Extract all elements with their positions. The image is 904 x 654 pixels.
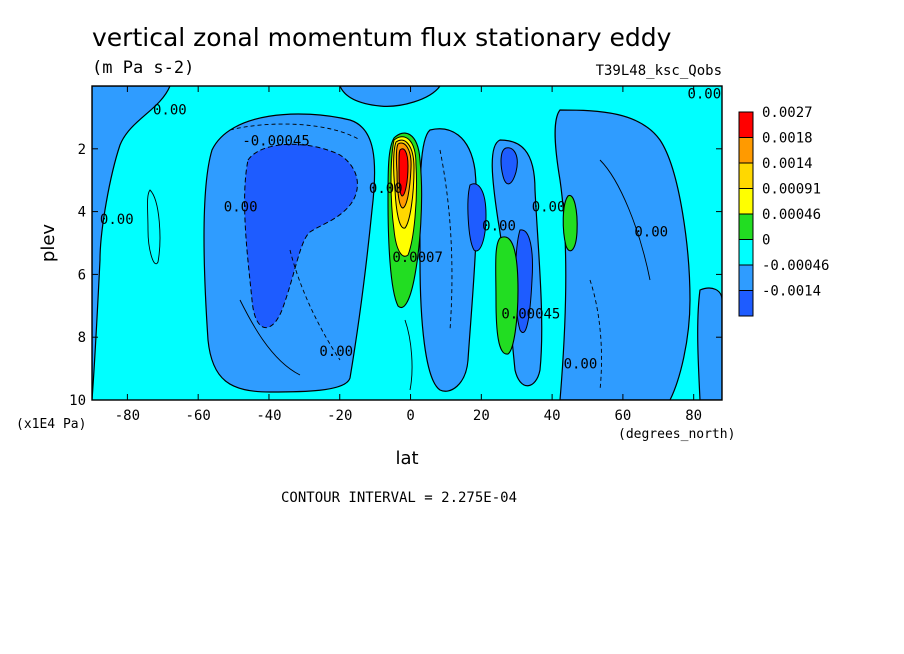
x-axis-units: (degrees_north): [618, 427, 735, 442]
colorbar-swatch: [738, 239, 754, 266]
colorbar-label: -0.0014: [762, 284, 821, 300]
x-axis-ticks: -80 -60 -40 -20 0 20 40 60 80: [115, 86, 702, 424]
contour-interval: CONTOUR INTERVAL = 2.275E-04: [281, 490, 517, 506]
contour-label: 0.00: [369, 181, 403, 197]
contour-label: 0.00: [687, 87, 721, 103]
colorbar-swatch: [738, 188, 754, 215]
contour-label: 0.00045: [501, 306, 560, 322]
contour-label: 0.00: [153, 102, 187, 118]
x-tick-label: -20: [327, 408, 352, 424]
y-tick-label: 2: [78, 142, 86, 158]
colorbar-label: 0.00046: [762, 207, 821, 223]
x-tick-label: 20: [473, 408, 490, 424]
contour-label: 0.0007: [392, 250, 443, 266]
colorbar-swatch: [738, 290, 754, 317]
x-tick-label: 80: [685, 408, 702, 424]
contour-label: 0.00: [100, 212, 134, 228]
contour-label: 0.00: [482, 218, 516, 234]
contour-label: 0.00: [634, 225, 668, 241]
run-label: T39L48_ksc_Qobs: [596, 63, 722, 79]
y-tick-label: 8: [78, 330, 86, 346]
colorbar-swatch: [738, 213, 754, 240]
contour-labels: 0.00 -0.00045 0.00 0.00 0.00 0.0007 0.00 0.00 0.…: [100, 87, 721, 373]
colorbar-swatch: [738, 162, 754, 189]
y-tick-label: 6: [78, 267, 86, 283]
x-axis-label: lat: [395, 448, 418, 469]
contour-label: 0.00: [319, 344, 353, 360]
colorbar: 0.0027 0.0018 0.0014 0.00091 0.00046 0 -0.0004…: [738, 105, 829, 317]
x-tick-label: -40: [256, 408, 281, 424]
colorbar-label: 0.0018: [762, 131, 813, 147]
colorbar-label: 0.00091: [762, 182, 821, 198]
colorbar-label: 0.0014: [762, 156, 813, 172]
contour-label: 0.00: [564, 357, 598, 373]
colorbar-label: -0.00046: [762, 258, 829, 274]
x-tick-label: 0: [406, 408, 414, 424]
contour-fill: [92, 86, 722, 400]
colorbar-swatch: [738, 137, 754, 164]
colorbar-swatch: [738, 111, 754, 138]
y-tick-label: 10: [69, 393, 86, 409]
y-tick-label: 4: [78, 205, 86, 221]
colorbar-label: 0.0027: [762, 105, 813, 121]
plot-frame: [91, 85, 723, 401]
contour-label: -0.00045: [242, 134, 309, 150]
x-tick-label: 40: [544, 408, 561, 424]
x-tick-label: 60: [614, 408, 631, 424]
colorbar-swatch: [738, 264, 754, 291]
y-axis-label: plev: [38, 224, 59, 263]
x-tick-label: -60: [186, 408, 211, 424]
y-axis-ticks: 2 4 6 8 10: [69, 142, 722, 409]
contour-label: 0.00: [224, 200, 258, 216]
y-axis-units: (x1E4 Pa): [16, 417, 86, 432]
x-tick-label: -80: [115, 408, 140, 424]
chart-title: vertical zonal momentum flux stationary …: [92, 23, 672, 52]
contour-label: 0.00: [532, 200, 566, 216]
chart-units: (m Pa s-2): [92, 58, 194, 78]
colorbar-label: 0: [762, 233, 770, 249]
